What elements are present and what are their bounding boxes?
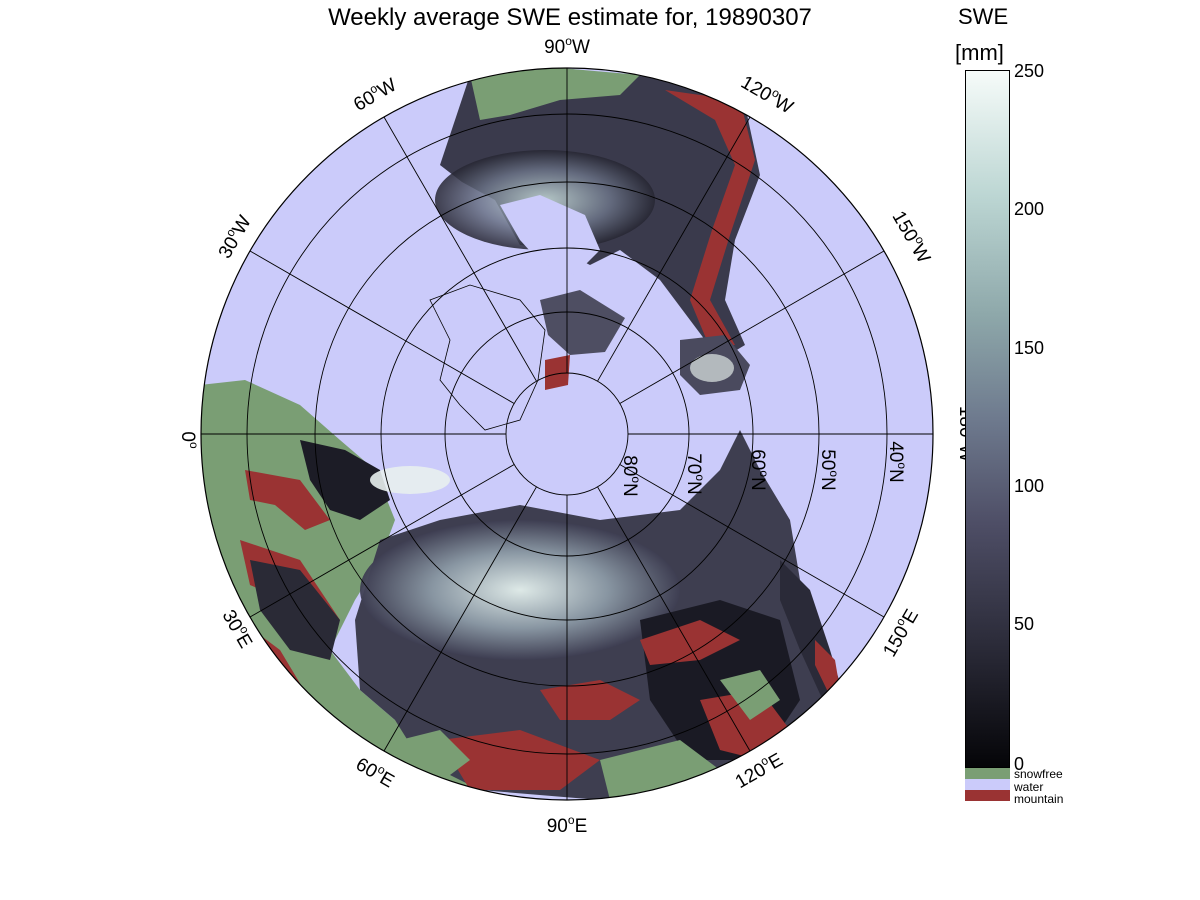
lon-label-0: 0o	[177, 431, 201, 449]
degree-sign: o	[827, 470, 841, 477]
na-snowfree-south	[470, 68, 640, 120]
colorbar-tick: 200	[1014, 199, 1045, 219]
legend-label-snowfree: snowfree	[1014, 767, 1063, 781]
legend-label-water: water	[1014, 780, 1044, 794]
lat-label-70N: 70oN	[683, 453, 707, 495]
degree-sign: o	[629, 476, 643, 483]
longitude-graticule	[201, 68, 933, 800]
scandinavia	[300, 440, 390, 520]
legend-label-mountain: mountain	[1014, 792, 1064, 806]
asia-snowfree-south	[380, 670, 780, 800]
legend-swatch-mountain	[965, 790, 1010, 801]
hudson-bay	[500, 195, 600, 275]
lon-label-60E: 60oE	[352, 751, 399, 792]
meridian-line	[597, 486, 751, 752]
colorbar-gradient	[965, 70, 1010, 768]
degree-sign: o	[757, 470, 771, 477]
lat-label-50N: 50oN	[817, 449, 841, 491]
colorbar-unit: [mm]	[955, 40, 1004, 65]
lon-label-90W: 90oW	[544, 34, 590, 58]
colorbar-tick: 100	[1014, 476, 1045, 496]
meridian-line	[383, 116, 537, 382]
lon-label-90E: 90oE	[547, 813, 588, 837]
meridian-line	[249, 464, 515, 618]
lat-label-40N: 40oN	[885, 441, 909, 483]
degree-sign: o	[187, 442, 201, 449]
map-outer-border	[200, 67, 934, 801]
degree-sign: o	[895, 462, 909, 469]
rocky-mountains	[665, 90, 755, 348]
legend-swatch-snowfree	[965, 768, 1010, 779]
meridian-line	[619, 250, 885, 404]
latitude-labels: 40oN 50oN 60oN 70oN 80oN	[619, 441, 909, 497]
colorbar-title: SWE	[958, 4, 1009, 29]
greenland-outline	[429, 284, 546, 431]
arctic-archipelago	[540, 290, 625, 355]
degree-sign: o	[693, 474, 707, 481]
lat-label-60N: 60oN	[747, 449, 771, 491]
lon-label-150W: 150oW	[888, 206, 937, 267]
meridian-line	[383, 486, 537, 752]
meridian-line	[619, 464, 885, 618]
meridian-line	[249, 250, 515, 404]
colorbar-tick: 250	[1014, 61, 1045, 81]
meridian-line	[597, 116, 751, 382]
chart-title: Weekly average SWE estimate for, 1989030…	[328, 4, 812, 31]
lon-label-60W: 60oW	[349, 72, 401, 116]
lat-label-80N: 80oN	[619, 455, 643, 497]
colorbar-tick: 150	[1014, 338, 1045, 358]
asia-mountains	[440, 620, 790, 790]
degree-sign: o	[568, 813, 575, 827]
lon-label-120W: 120oW	[737, 69, 798, 118]
colorbar-tick: 0	[1014, 754, 1025, 774]
legend-swatch-water	[965, 779, 1010, 790]
colorbar-tick: 50	[1014, 614, 1035, 634]
degree-sign: o	[565, 34, 572, 48]
siberia-snow-core	[360, 520, 680, 660]
